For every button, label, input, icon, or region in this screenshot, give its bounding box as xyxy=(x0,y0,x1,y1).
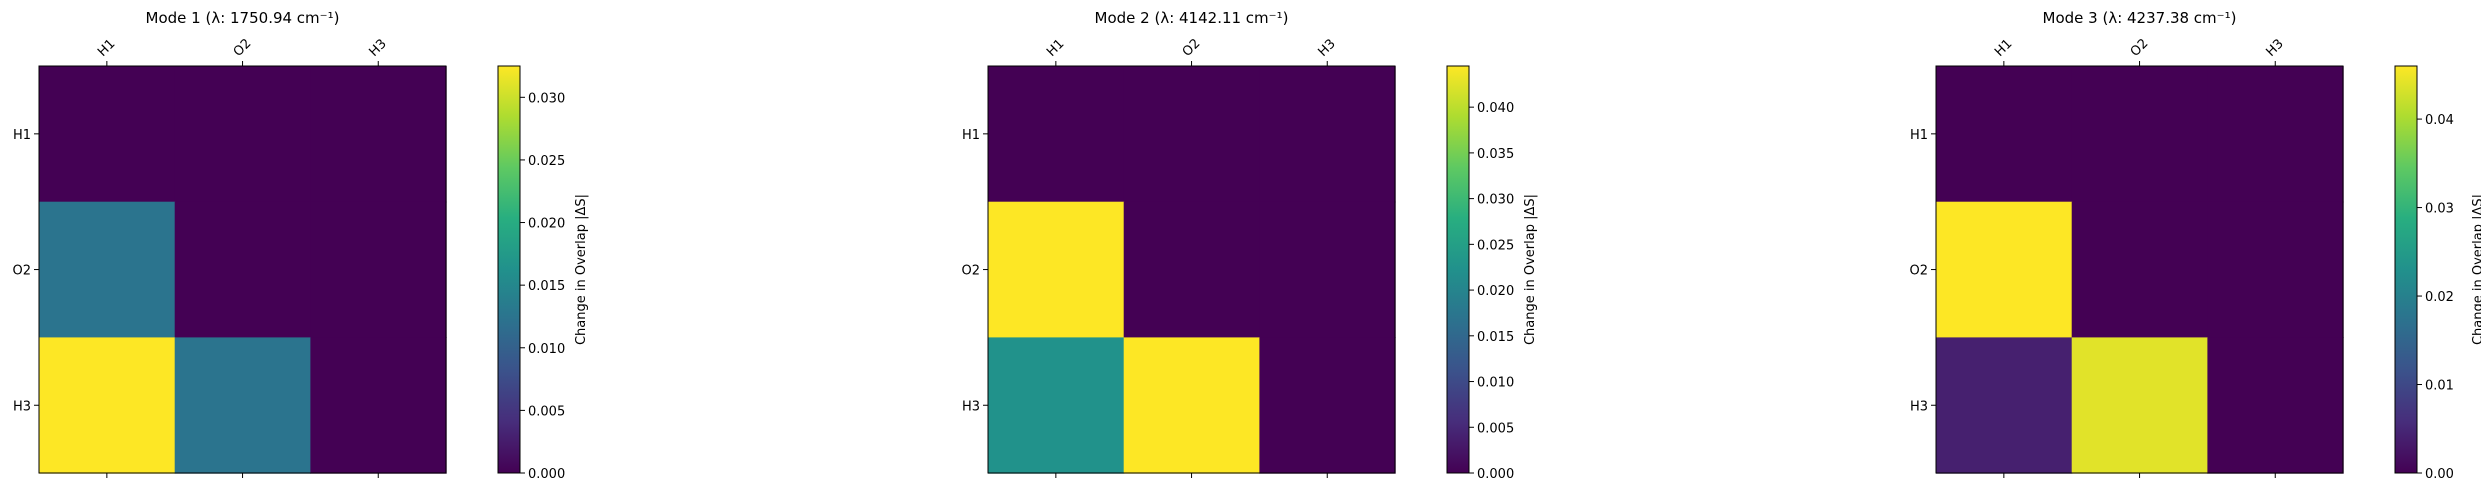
colorbar-tick-label: 0.02 xyxy=(2425,290,2454,305)
heatmap-panel-3: Mode 3 (λ: 4237.38 cm⁻¹) H1 O2 H3 H1 O2 H3 0.00… xyxy=(1909,9,2481,482)
x-tick-label: H3 xyxy=(1315,36,1338,59)
colorbar-label: Change in Overlap |ΔS| xyxy=(574,194,589,345)
heatmap-panel-1: Mode 1 (λ: 1750.94 cm⁻¹) H1 O2 H3 H1 O2 H3 0.00… xyxy=(12,9,589,482)
colorbar-tick-label: 0.01 xyxy=(2425,379,2454,394)
y-tick-label: H1 xyxy=(13,128,31,143)
colorbar-tick-label: 0.030 xyxy=(1477,193,1514,208)
heatmap-cell xyxy=(1936,66,2073,203)
panel-title: Mode 2 (λ: 4142.11 cm⁻¹) xyxy=(1095,9,1289,27)
heatmap-cell xyxy=(174,201,311,338)
colorbar-label: Change in Overlap |ΔS| xyxy=(2471,194,2481,345)
heatmap-cell xyxy=(39,66,176,203)
colorbar-tick-label: 0.030 xyxy=(528,91,565,106)
colorbar-tick-label: 0.025 xyxy=(1477,238,1514,253)
colorbar-tick-label: 0.010 xyxy=(1477,376,1514,391)
heatmap-cell xyxy=(2071,66,2208,203)
x-tick-label: O2 xyxy=(1180,36,1204,60)
y-tick-label: O2 xyxy=(961,264,980,279)
heatmap-cell xyxy=(2207,66,2344,203)
heatmap-cell xyxy=(310,201,447,338)
heatmap-cell xyxy=(174,337,311,474)
x-tick-label: O2 xyxy=(2128,36,2152,60)
x-tick-label: H1 xyxy=(1044,36,1067,59)
colorbar-tick-label: 0.040 xyxy=(1477,101,1514,116)
colorbar-frame xyxy=(497,65,521,474)
heatmap-panel-2: Mode 2 (λ: 4142.11 cm⁻¹) H1 O2 H3 H1 O2 H3 0.00… xyxy=(961,9,1538,482)
colorbar-tick-label: 0.005 xyxy=(1477,421,1514,436)
y-tick-label: H3 xyxy=(1910,399,1928,414)
colorbar xyxy=(1447,66,1469,473)
heatmap-cell xyxy=(988,66,1125,203)
heatmap-cell xyxy=(1936,337,2073,474)
y-tick-label: H3 xyxy=(13,399,31,414)
colorbar-frame xyxy=(1446,65,1470,474)
heatmap-cell xyxy=(39,337,176,474)
colorbar-tick-label: 0.00 xyxy=(2425,467,2454,482)
heatmap-cell xyxy=(174,66,311,203)
panel-title: Mode 1 (λ: 1750.94 cm⁻¹) xyxy=(146,9,340,27)
y-tick-label: H1 xyxy=(1910,128,1928,143)
x-tick-label: H3 xyxy=(2263,36,2286,59)
colorbar-tick-label: 0.010 xyxy=(528,342,565,357)
colorbar-tick-label: 0.020 xyxy=(1477,284,1514,299)
heatmap-cell xyxy=(1123,66,1260,203)
colorbar-tick-label: 0.015 xyxy=(528,279,565,294)
colorbar-frame xyxy=(2394,65,2418,474)
colorbar-tick-label: 0.03 xyxy=(2425,202,2454,217)
colorbar xyxy=(2395,66,2417,473)
heatmap-cell xyxy=(988,337,1125,474)
heatmap-cell xyxy=(310,337,447,474)
y-tick-label: O2 xyxy=(1909,264,1928,279)
heatmap-cell xyxy=(2071,337,2208,474)
heatmap-cell xyxy=(1259,66,1396,203)
heatmap-cell xyxy=(2207,201,2344,338)
heatmap-cell xyxy=(1936,201,2073,338)
x-tick-label: O2 xyxy=(231,36,255,60)
y-tick-label: H1 xyxy=(962,128,980,143)
y-tick-label: O2 xyxy=(12,264,31,279)
heatmap-cell xyxy=(2071,201,2208,338)
colorbar-tick-label: 0.035 xyxy=(1477,147,1514,162)
colorbar xyxy=(498,66,520,473)
colorbar-tick-label: 0.04 xyxy=(2425,113,2454,128)
heatmap-cell xyxy=(1259,337,1396,474)
y-tick-label: H3 xyxy=(962,399,980,414)
x-tick-label: H3 xyxy=(366,36,389,59)
colorbar-tick-label: 0.020 xyxy=(528,217,565,232)
heatmap-cell xyxy=(1123,201,1260,338)
colorbar-tick-label: 0.015 xyxy=(1477,330,1514,345)
x-tick-label: H1 xyxy=(95,36,118,59)
colorbar-tick-label: 0.025 xyxy=(528,154,565,169)
colorbar-label: Change in Overlap |ΔS| xyxy=(1523,194,1538,345)
heatmap-cell xyxy=(1123,337,1260,474)
panel-title: Mode 3 (λ: 4237.38 cm⁻¹) xyxy=(2043,9,2237,27)
colorbar-tick-label: 0.000 xyxy=(1477,467,1514,482)
heatmap-cell xyxy=(1259,201,1396,338)
heatmap-cell xyxy=(39,201,176,338)
heatmap-cell xyxy=(310,66,447,203)
heatmap-cell xyxy=(988,201,1125,338)
colorbar-tick-label: 0.005 xyxy=(528,404,565,419)
colorbar-tick-label: 0.000 xyxy=(528,467,565,482)
heatmap-cell xyxy=(2207,337,2344,474)
x-tick-label: H1 xyxy=(1992,36,2015,59)
